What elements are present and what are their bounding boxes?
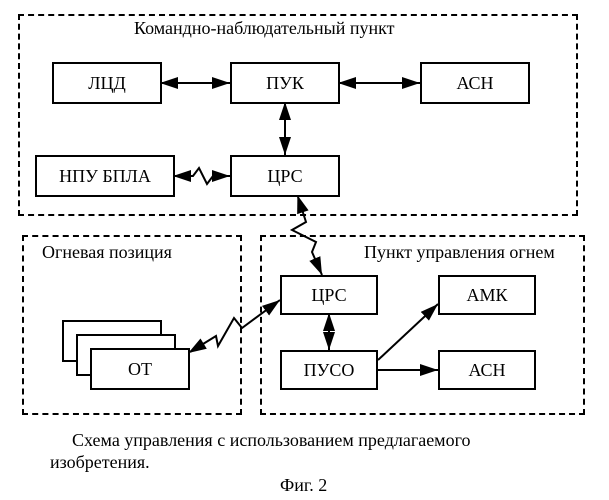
node-lcd: ЛЦД <box>52 62 162 104</box>
figure-number: Фиг. 2 <box>280 475 327 496</box>
node-acn1: АСН <box>420 62 530 104</box>
node-puso: ПУСО <box>280 350 378 390</box>
node-acn2: АСН <box>438 350 536 390</box>
caption-line-2: изобретения. <box>50 452 150 473</box>
caption-line-1: Схема управления с использованием предла… <box>72 430 471 451</box>
diagram-canvas: Командно-наблюдательный пункт Огневая по… <box>0 0 609 500</box>
node-crs1: ЦРС <box>230 155 340 197</box>
node-crs2: ЦРС <box>280 275 378 315</box>
node-puk: ПУК <box>230 62 340 104</box>
node-amk: АМК <box>438 275 536 315</box>
group-fire-pos-title: Огневая позиция <box>40 242 174 263</box>
group-knp-title: Командно-наблюдательный пункт <box>130 18 399 39</box>
node-ot: ОТ <box>90 348 190 390</box>
group-fire-ctrl-title: Пункт управления огнем <box>362 242 557 263</box>
node-npu: НПУ БПЛА <box>35 155 175 197</box>
